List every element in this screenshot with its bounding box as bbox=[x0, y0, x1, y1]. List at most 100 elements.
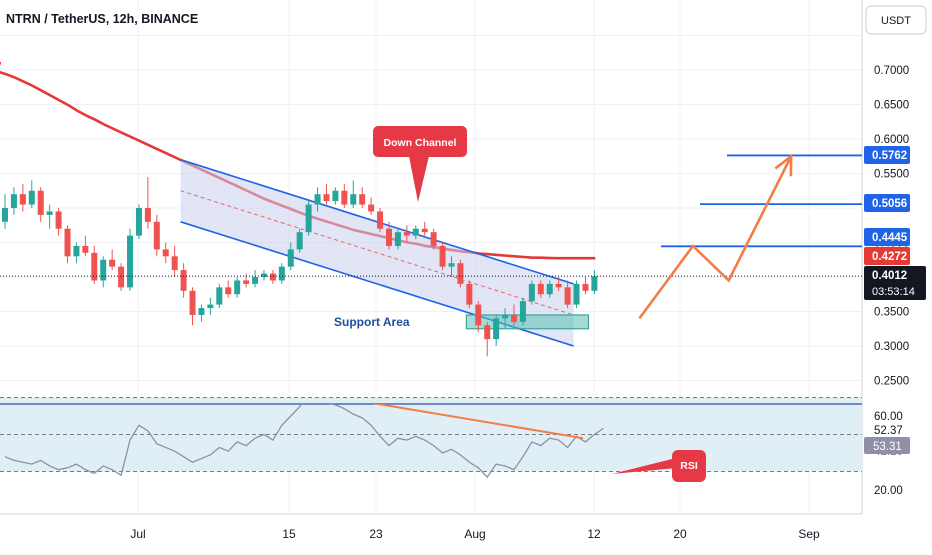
candle-body bbox=[457, 263, 464, 284]
price-tag-ma: 0.4272 bbox=[864, 247, 910, 265]
candle-body bbox=[305, 204, 312, 233]
price-pane[interactable] bbox=[0, 61, 862, 357]
candle-body bbox=[207, 304, 214, 309]
candle-body bbox=[403, 232, 410, 236]
candle-body bbox=[546, 283, 553, 295]
candle-body bbox=[341, 190, 348, 205]
projection-path bbox=[638, 155, 793, 320]
rsi-line-layer bbox=[4, 404, 604, 479]
projection-arrowhead bbox=[774, 153, 793, 177]
candle-body bbox=[493, 318, 500, 340]
candle-body bbox=[502, 314, 509, 319]
candle-body bbox=[234, 280, 241, 295]
down-channel-pointer bbox=[409, 156, 429, 202]
candle-body bbox=[243, 280, 250, 284]
price-tag-ma-value: 0.4272 bbox=[872, 251, 907, 263]
time-tick-label: Aug bbox=[464, 527, 485, 541]
down-channel-label: Down Channel bbox=[384, 137, 457, 149]
rsi-trend-line bbox=[372, 404, 584, 440]
candle-body bbox=[19, 194, 26, 205]
price-tick-label: 0.5500 bbox=[874, 169, 909, 181]
candle-body bbox=[135, 208, 142, 236]
candle-body bbox=[555, 283, 562, 288]
candle-body bbox=[153, 221, 160, 250]
candle-body bbox=[314, 194, 321, 205]
candle-body bbox=[278, 266, 285, 281]
candle-body bbox=[180, 270, 187, 291]
down-channel-callout: Down Channel bbox=[373, 126, 467, 202]
candle-body bbox=[28, 190, 35, 205]
rsi-callout-label: RSI bbox=[680, 460, 698, 472]
currency-button[interactable]: USDT bbox=[881, 15, 911, 27]
candle-body bbox=[323, 194, 330, 202]
time-tick-label: 12 bbox=[587, 527, 601, 541]
price-tick-label: 0.7000 bbox=[874, 65, 909, 77]
candle-body bbox=[591, 276, 598, 291]
rsi-tick-label: 52.37 bbox=[874, 425, 903, 437]
candle-body bbox=[528, 283, 535, 302]
candle-body bbox=[368, 204, 375, 212]
candle-body bbox=[421, 228, 428, 233]
down-channel-box bbox=[373, 126, 467, 157]
candle-body bbox=[46, 211, 53, 215]
candle-body bbox=[350, 194, 357, 205]
rsi-guide-lines bbox=[0, 397, 862, 472]
candle-body bbox=[260, 273, 267, 277]
candle-body bbox=[466, 283, 473, 305]
price-tag-t2-value: 0.5056 bbox=[872, 198, 907, 210]
candle-body bbox=[64, 228, 71, 257]
candle-body bbox=[171, 256, 178, 271]
candle-body bbox=[225, 287, 232, 295]
time-tick-label: 23 bbox=[369, 527, 383, 541]
candle-body bbox=[573, 283, 580, 305]
candle-body bbox=[332, 190, 339, 202]
chart-title: NTRN / TetherUS, 12h, BINANCE bbox=[6, 12, 198, 26]
time-tick-label: Sep bbox=[798, 527, 820, 541]
candle-body bbox=[484, 325, 491, 340]
rsi-tick-label: 60.00 bbox=[874, 411, 903, 423]
countdown-value: 03:53:14 bbox=[872, 286, 915, 298]
price-tag-last: 0.4012 03:53:14 bbox=[864, 266, 926, 300]
candle-body bbox=[252, 277, 259, 284]
candle-body bbox=[412, 228, 419, 236]
candle-body bbox=[127, 235, 134, 288]
time-axis[interactable]: Jul 15 23 Aug 12 20 Sep bbox=[130, 527, 820, 541]
price-tag-t1: 0.5762 bbox=[864, 146, 910, 164]
candle-body bbox=[475, 304, 482, 326]
candle-body bbox=[296, 232, 303, 250]
price-tag-t1-value: 0.5762 bbox=[872, 150, 907, 162]
candlestick-layer bbox=[0, 176, 862, 357]
candle-body bbox=[439, 245, 446, 267]
rsi-pane[interactable] bbox=[4, 394, 604, 479]
candle-body bbox=[385, 228, 392, 246]
rsi-tick-label: 20.00 bbox=[874, 485, 903, 497]
candle-body bbox=[162, 249, 169, 257]
price-tick-label: 0.6000 bbox=[874, 134, 909, 146]
candle-body bbox=[430, 232, 437, 246]
currency-button-box[interactable] bbox=[865, 5, 927, 35]
candle-body bbox=[118, 266, 125, 288]
candle-body bbox=[73, 245, 80, 257]
rsi-callout-pointer bbox=[612, 458, 676, 474]
down-channel-midline bbox=[180, 190, 574, 316]
rsi-callout-box bbox=[672, 450, 706, 482]
candle-body bbox=[100, 259, 107, 281]
price-tick-label: 0.3000 bbox=[874, 341, 909, 353]
candle-body bbox=[511, 314, 518, 322]
candle-body bbox=[216, 287, 223, 305]
rsi-current-value: 53.31 bbox=[873, 441, 902, 453]
candle-body bbox=[82, 245, 89, 253]
price-tick-label: 0.3500 bbox=[874, 307, 909, 319]
candle-body bbox=[109, 259, 116, 267]
rsi-value-tag: 53.31 bbox=[864, 437, 910, 454]
candle-body bbox=[519, 301, 526, 322]
candle-body bbox=[377, 211, 384, 229]
candle-body bbox=[37, 190, 44, 215]
price-tick-label: 0.2500 bbox=[874, 376, 909, 388]
candle-body bbox=[55, 211, 62, 229]
candle-body bbox=[91, 252, 98, 281]
candle-body bbox=[564, 287, 571, 305]
candle-body bbox=[198, 308, 205, 315]
